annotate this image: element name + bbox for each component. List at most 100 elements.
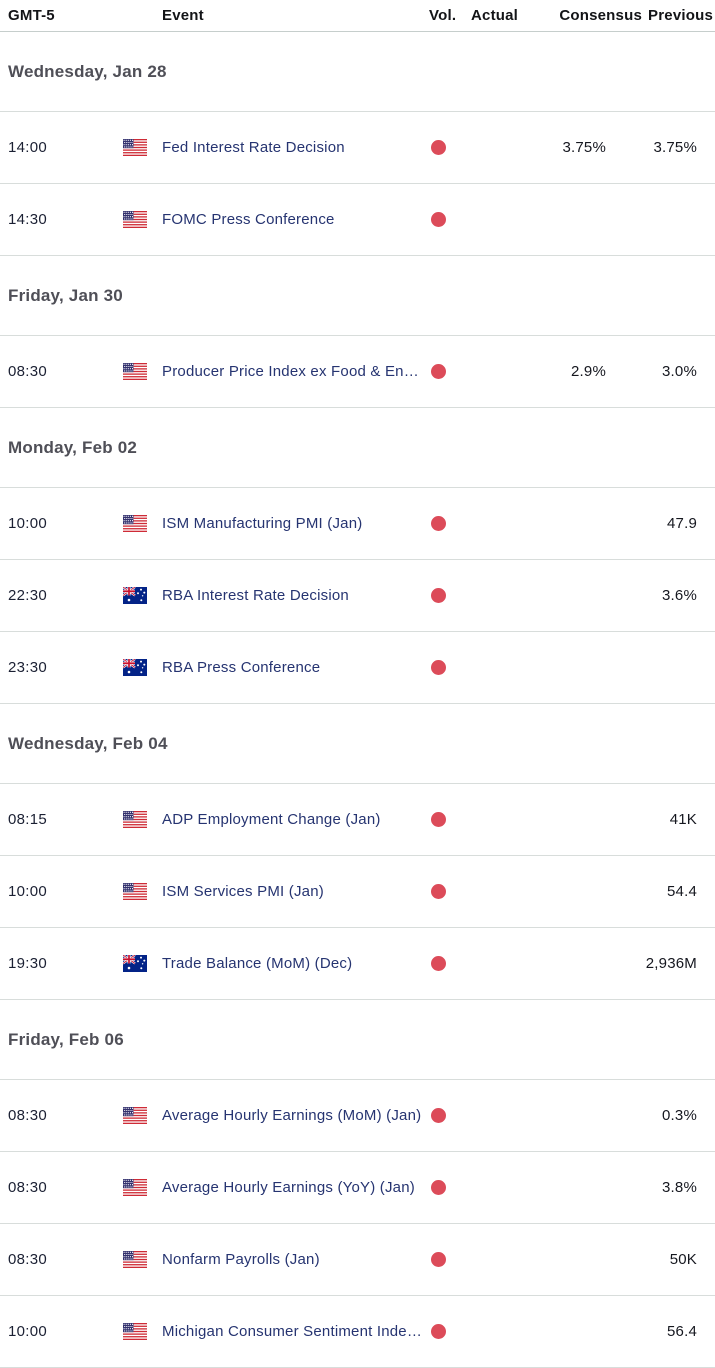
event-row[interactable]: 23:30 RBA Press Conference — [0, 632, 715, 704]
consensus-value: 3.75% — [562, 139, 606, 156]
event-row[interactable]: 10:00 Michigan Consumer Sentiment Index…… — [0, 1296, 715, 1368]
previous-value: 41K — [669, 811, 697, 828]
date-section-title: Friday, Feb 06 — [8, 1029, 124, 1049]
volatility-cell — [426, 140, 450, 155]
us-flag-icon — [123, 363, 147, 380]
us-flag-icon — [123, 139, 147, 156]
volatility-cell — [426, 212, 450, 227]
event-name-link[interactable]: ISM Manufacturing PMI (Jan) — [162, 515, 363, 532]
event-row[interactable]: 08:15 ADP Employment Change (Jan) 41K — [0, 784, 715, 856]
event-name-link[interactable]: Fed Interest Rate Decision — [162, 139, 345, 156]
event-name-link[interactable]: FOMC Press Conference — [162, 211, 335, 228]
volatility-cell — [426, 812, 450, 827]
event-name-link[interactable]: Producer Price Index ex Food & Energ… — [162, 363, 424, 380]
event-name-link[interactable]: ADP Employment Change (Jan) — [162, 811, 381, 828]
event-time: 23:30 — [8, 659, 48, 676]
high-volatility-dot-icon — [430, 516, 446, 531]
us-flag-icon — [123, 515, 147, 532]
column-header-previous: Previous — [648, 7, 713, 24]
event-name-link[interactable]: Michigan Consumer Sentiment Index… — [162, 1323, 424, 1340]
consensus-value: 2.9% — [571, 363, 606, 380]
date-section-header: Monday, Feb 02 — [0, 408, 715, 488]
event-name-link[interactable]: ISM Services PMI (Jan) — [162, 883, 324, 900]
high-volatility-dot-icon — [430, 140, 446, 155]
date-section-title: Friday, Jan 30 — [8, 285, 123, 305]
event-row[interactable]: 19:30 Trade Balance (MoM) (Dec) 2,936M — [0, 928, 715, 1000]
event-row[interactable]: 08:30 Average Hourly Earnings (MoM) (Jan… — [0, 1080, 715, 1152]
event-row[interactable]: 22:30 RBA Interest Rate Decision 3.6% — [0, 560, 715, 632]
high-volatility-dot-icon — [430, 660, 446, 675]
date-section-header: Wednesday, Feb 04 — [0, 704, 715, 784]
event-time: 19:30 — [8, 955, 48, 972]
event-time: 08:15 — [8, 811, 48, 828]
previous-value: 56.4 — [667, 1323, 697, 1340]
country-flag — [123, 1323, 147, 1340]
event-row[interactable]: 14:00 Fed Interest Rate Decision 3.75% 3… — [0, 112, 715, 184]
country-flag — [123, 211, 147, 228]
country-flag — [123, 1107, 147, 1124]
date-section-title: Monday, Feb 02 — [8, 437, 138, 457]
country-flag — [123, 587, 147, 604]
country-flag — [123, 1251, 147, 1268]
event-name-link[interactable]: Nonfarm Payrolls (Jan) — [162, 1251, 320, 1268]
au-flag-icon — [123, 587, 147, 604]
event-row[interactable]: 10:00 ISM Manufacturing PMI (Jan) 47.9 — [0, 488, 715, 560]
high-volatility-dot-icon — [430, 588, 446, 603]
us-flag-icon — [123, 1107, 147, 1124]
event-name-link[interactable]: RBA Interest Rate Decision — [162, 587, 349, 604]
high-volatility-dot-icon — [430, 1180, 446, 1195]
event-row[interactable]: 08:30 Producer Price Index ex Food & Ene… — [0, 336, 715, 408]
us-flag-icon — [123, 1179, 147, 1196]
event-time: 10:00 — [8, 515, 48, 532]
date-section-title: Wednesday, Jan 28 — [8, 61, 167, 81]
event-row[interactable]: 14:30 FOMC Press Conference — [0, 184, 715, 256]
date-section-title: Wednesday, Feb 04 — [8, 733, 168, 753]
date-section-header: Wednesday, Jan 28 — [0, 32, 715, 112]
high-volatility-dot-icon — [430, 884, 446, 899]
event-time: 22:30 — [8, 587, 48, 604]
event-time: 08:30 — [8, 1251, 48, 1268]
event-name-link[interactable]: Average Hourly Earnings (MoM) (Jan) — [162, 1107, 422, 1124]
previous-value: 50K — [669, 1251, 697, 1268]
volatility-cell — [426, 1108, 450, 1123]
event-name-link[interactable]: RBA Press Conference — [162, 659, 321, 676]
event-time: 10:00 — [8, 883, 48, 900]
us-flag-icon — [123, 883, 147, 900]
us-flag-icon — [123, 811, 147, 828]
high-volatility-dot-icon — [430, 956, 446, 971]
previous-value: 0.3% — [662, 1107, 697, 1124]
previous-value: 3.0% — [662, 363, 697, 380]
volatility-cell — [426, 956, 450, 971]
event-time: 08:30 — [8, 1107, 48, 1124]
high-volatility-dot-icon — [430, 364, 446, 379]
event-name-link[interactable]: Trade Balance (MoM) (Dec) — [162, 955, 353, 972]
country-flag — [123, 955, 147, 972]
column-header-consensus: Consensus — [559, 7, 642, 24]
event-row[interactable]: 08:30 Nonfarm Payrolls (Jan) 50K — [0, 1224, 715, 1296]
event-row[interactable]: 10:00 ISM Services PMI (Jan) 54.4 — [0, 856, 715, 928]
table-header-row: GMT-5 Event Vol. Actual Consensus Previo… — [0, 0, 715, 32]
date-section-header: Friday, Jan 30 — [0, 256, 715, 336]
event-time: 14:00 — [8, 139, 48, 156]
column-header-gmt: GMT-5 — [8, 7, 55, 24]
high-volatility-dot-icon — [430, 1324, 446, 1339]
volatility-cell — [426, 364, 450, 379]
country-flag — [123, 139, 147, 156]
volatility-cell — [426, 660, 450, 675]
previous-value: 3.75% — [653, 139, 697, 156]
column-header-actual: Actual — [471, 7, 519, 24]
volatility-cell — [426, 884, 450, 899]
event-name-link[interactable]: Average Hourly Earnings (YoY) (Jan) — [162, 1179, 415, 1196]
country-flag — [123, 883, 147, 900]
us-flag-icon — [123, 1323, 147, 1340]
country-flag — [123, 811, 147, 828]
event-time: 08:30 — [8, 1179, 48, 1196]
country-flag — [123, 659, 147, 676]
previous-value: 54.4 — [667, 883, 697, 900]
volatility-cell — [426, 516, 450, 531]
event-row[interactable]: 08:30 Average Hourly Earnings (YoY) (Jan… — [0, 1152, 715, 1224]
date-section-header: Friday, Feb 06 — [0, 1000, 715, 1080]
high-volatility-dot-icon — [430, 1108, 446, 1123]
volatility-cell — [426, 1324, 450, 1339]
